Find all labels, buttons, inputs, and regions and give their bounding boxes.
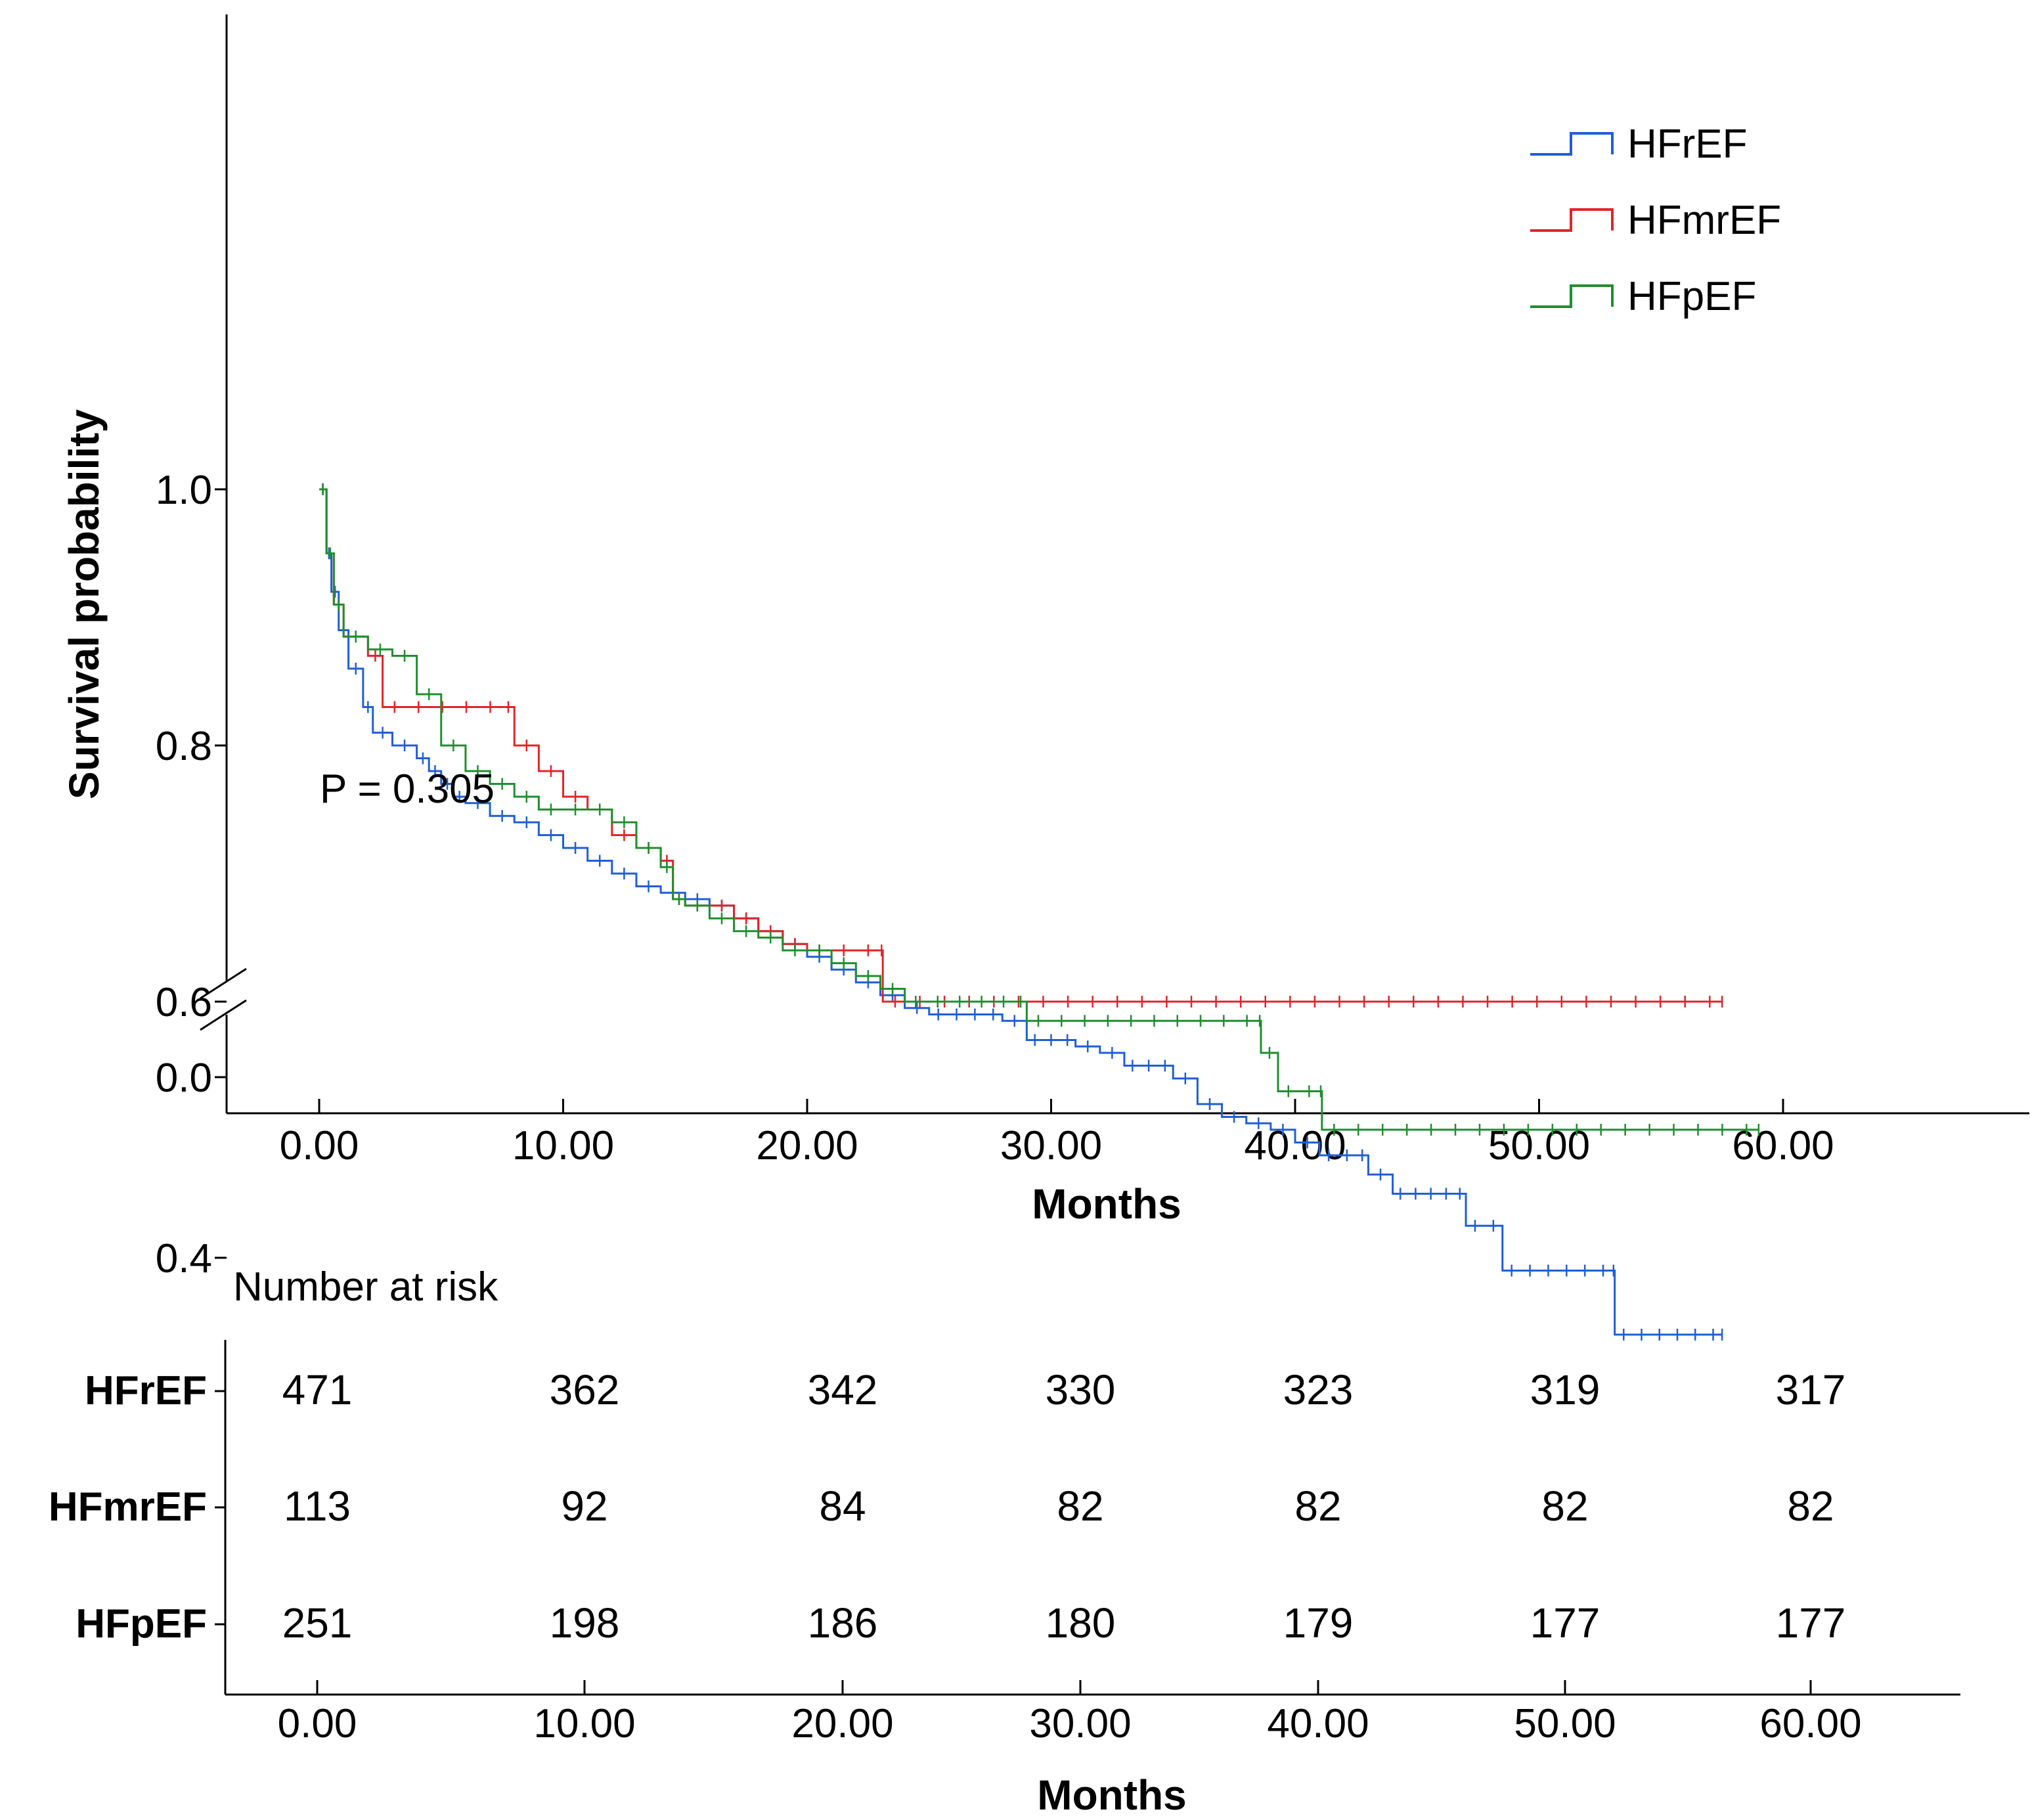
legend-swatch-hfref <box>1530 132 1614 156</box>
risk-count: 198 <box>550 1599 620 1647</box>
legend-swatch-hfmref <box>1530 208 1614 232</box>
legend-label-hfmref: HFmrEF <box>1627 198 1781 243</box>
risk-count: 330 <box>1046 1366 1116 1413</box>
risk-count: 362 <box>550 1366 620 1413</box>
x-tick-label: 0.00 <box>280 1123 359 1168</box>
risk-x-tick-label: 30.00 <box>1029 1701 1131 1746</box>
risk-table: Number at risk HFrEF 471 362 342 330 323 319 31… <box>49 1264 1960 1819</box>
main-plot: 0.00.40.60.81.00.00 10.00 20.00 30.00 40.00 5… <box>60 14 2029 1341</box>
risk-count: 180 <box>1046 1599 1116 1647</box>
risk-x-tick-label: 40.00 <box>1267 1701 1369 1746</box>
risk-count: 251 <box>282 1599 353 1647</box>
legend: HFrEF HFmrEF HFpEF <box>1530 122 1781 319</box>
survival-curve-hfref <box>319 488 1723 1336</box>
risk-count: 323 <box>1283 1366 1354 1413</box>
y-tick-label: 0.0 <box>156 1055 212 1101</box>
risk-count: 82 <box>1787 1482 1834 1530</box>
y-tick-label: 1.0 <box>156 468 212 513</box>
risk-count: 179 <box>1283 1599 1354 1647</box>
risk-count: 82 <box>1294 1482 1341 1530</box>
risk-count: 177 <box>1776 1599 1846 1647</box>
x-tick-label: 30.00 <box>1000 1123 1102 1168</box>
risk-count: 113 <box>284 1482 351 1530</box>
risk-x-tick-label: 10.00 <box>533 1701 635 1746</box>
risk-count: 82 <box>1541 1482 1588 1530</box>
risk-count: 84 <box>819 1482 866 1530</box>
risk-count: 177 <box>1530 1599 1600 1647</box>
legend-label-hfref: HFrEF <box>1627 122 1748 167</box>
survival-curve-hfmref <box>319 488 1723 1003</box>
x-axis-title: Months <box>1032 1180 1181 1228</box>
risk-count: 82 <box>1057 1482 1103 1530</box>
risk-count: 317 <box>1776 1366 1846 1413</box>
x-tick-label: 10.00 <box>512 1123 614 1168</box>
y-tick-label: 0.8 <box>156 724 212 769</box>
risk-x-axis-title: Months <box>1037 1771 1187 1819</box>
axis-break-mark <box>200 967 247 1000</box>
risk-x-tick-label: 50.00 <box>1514 1701 1616 1746</box>
risk-group-label-hfpef: HFpEF <box>76 1601 207 1647</box>
x-tick-label: 20.00 <box>756 1123 858 1168</box>
legend-swatch-hfpef <box>1530 284 1614 308</box>
risk-count: 342 <box>808 1366 878 1413</box>
legend-label-hfpef: HFpEF <box>1627 274 1756 319</box>
risk-count: 471 <box>282 1366 353 1413</box>
risk-count: 186 <box>808 1599 878 1647</box>
risk-count: 92 <box>561 1482 607 1530</box>
risk-x-tick-label: 0.00 <box>278 1701 357 1746</box>
risk-group-label-hfref: HFrEF <box>85 1368 207 1413</box>
risk-group-label-hfmref: HFmrEF <box>49 1484 207 1530</box>
risk-x-tick-label: 60.00 <box>1759 1701 1861 1746</box>
p-value-annotation: P = 0.305 <box>320 766 495 812</box>
risk-x-tick-label: 20.00 <box>791 1701 893 1746</box>
risk-count: 319 <box>1530 1366 1600 1413</box>
axis-break-mark <box>200 999 247 1031</box>
risk-table-title: Number at risk <box>233 1264 498 1310</box>
survival-curve-hfpef <box>319 488 1759 1131</box>
y-tick-label: 0.4 <box>156 1236 212 1281</box>
y-tick-label: 0.6 <box>156 980 212 1025</box>
y-axis-title: Survival probability <box>60 409 108 799</box>
